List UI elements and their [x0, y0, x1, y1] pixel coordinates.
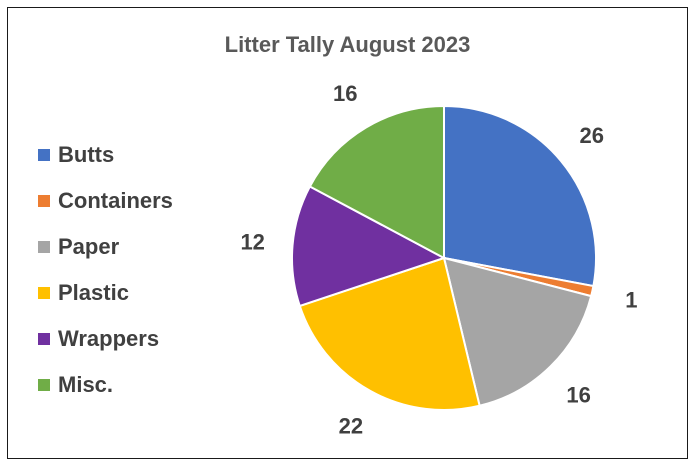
legend-item-plastic: Plastic — [38, 270, 173, 316]
data-label-misc: 16 — [333, 81, 357, 106]
data-label-butts: 26 — [580, 123, 604, 148]
legend-label: Wrappers — [58, 326, 160, 351]
pie-slice-paper — [442, 256, 593, 407]
legend-label: Butts — [58, 142, 115, 167]
legend-swatch — [38, 241, 50, 253]
legend-swatch — [38, 195, 50, 207]
legend-label: Misc. — [58, 372, 114, 397]
legend-item-butts: Butts — [38, 132, 173, 178]
chart-frame: Litter Tally August 2023 Butts Container… — [7, 7, 688, 459]
legend-item-containers: Containers — [38, 178, 173, 224]
legend-item-wrappers: Wrappers — [38, 316, 173, 362]
legend-swatch — [38, 149, 50, 161]
legend-label: Plastic — [58, 280, 129, 305]
legend-item-misc: Misc. — [38, 362, 173, 408]
legend-swatch — [38, 287, 50, 299]
pie-slice-misc — [308, 104, 445, 260]
chart-title: Litter Tally August 2023 — [224, 32, 471, 57]
legend-swatch — [38, 333, 50, 345]
data-label-plastic: 22 — [339, 413, 363, 438]
data-label-wrappers: 12 — [240, 229, 264, 254]
pie-slice-butts — [443, 104, 597, 288]
data-label-containers: 1 — [625, 287, 637, 312]
legend-item-paper: Paper — [38, 224, 173, 270]
pie-slice-plastic — [298, 256, 481, 411]
chart-legend: Butts Containers Paper Plastic Wrappers … — [38, 132, 173, 408]
data-label-paper: 16 — [566, 382, 590, 407]
legend-swatch — [38, 379, 50, 391]
legend-label: Containers — [58, 188, 173, 213]
pie-slice-wrappers — [291, 185, 447, 308]
pie-chart: 26 1 16 22 12 16 — [240, 81, 637, 439]
legend-label: Paper — [58, 234, 120, 259]
